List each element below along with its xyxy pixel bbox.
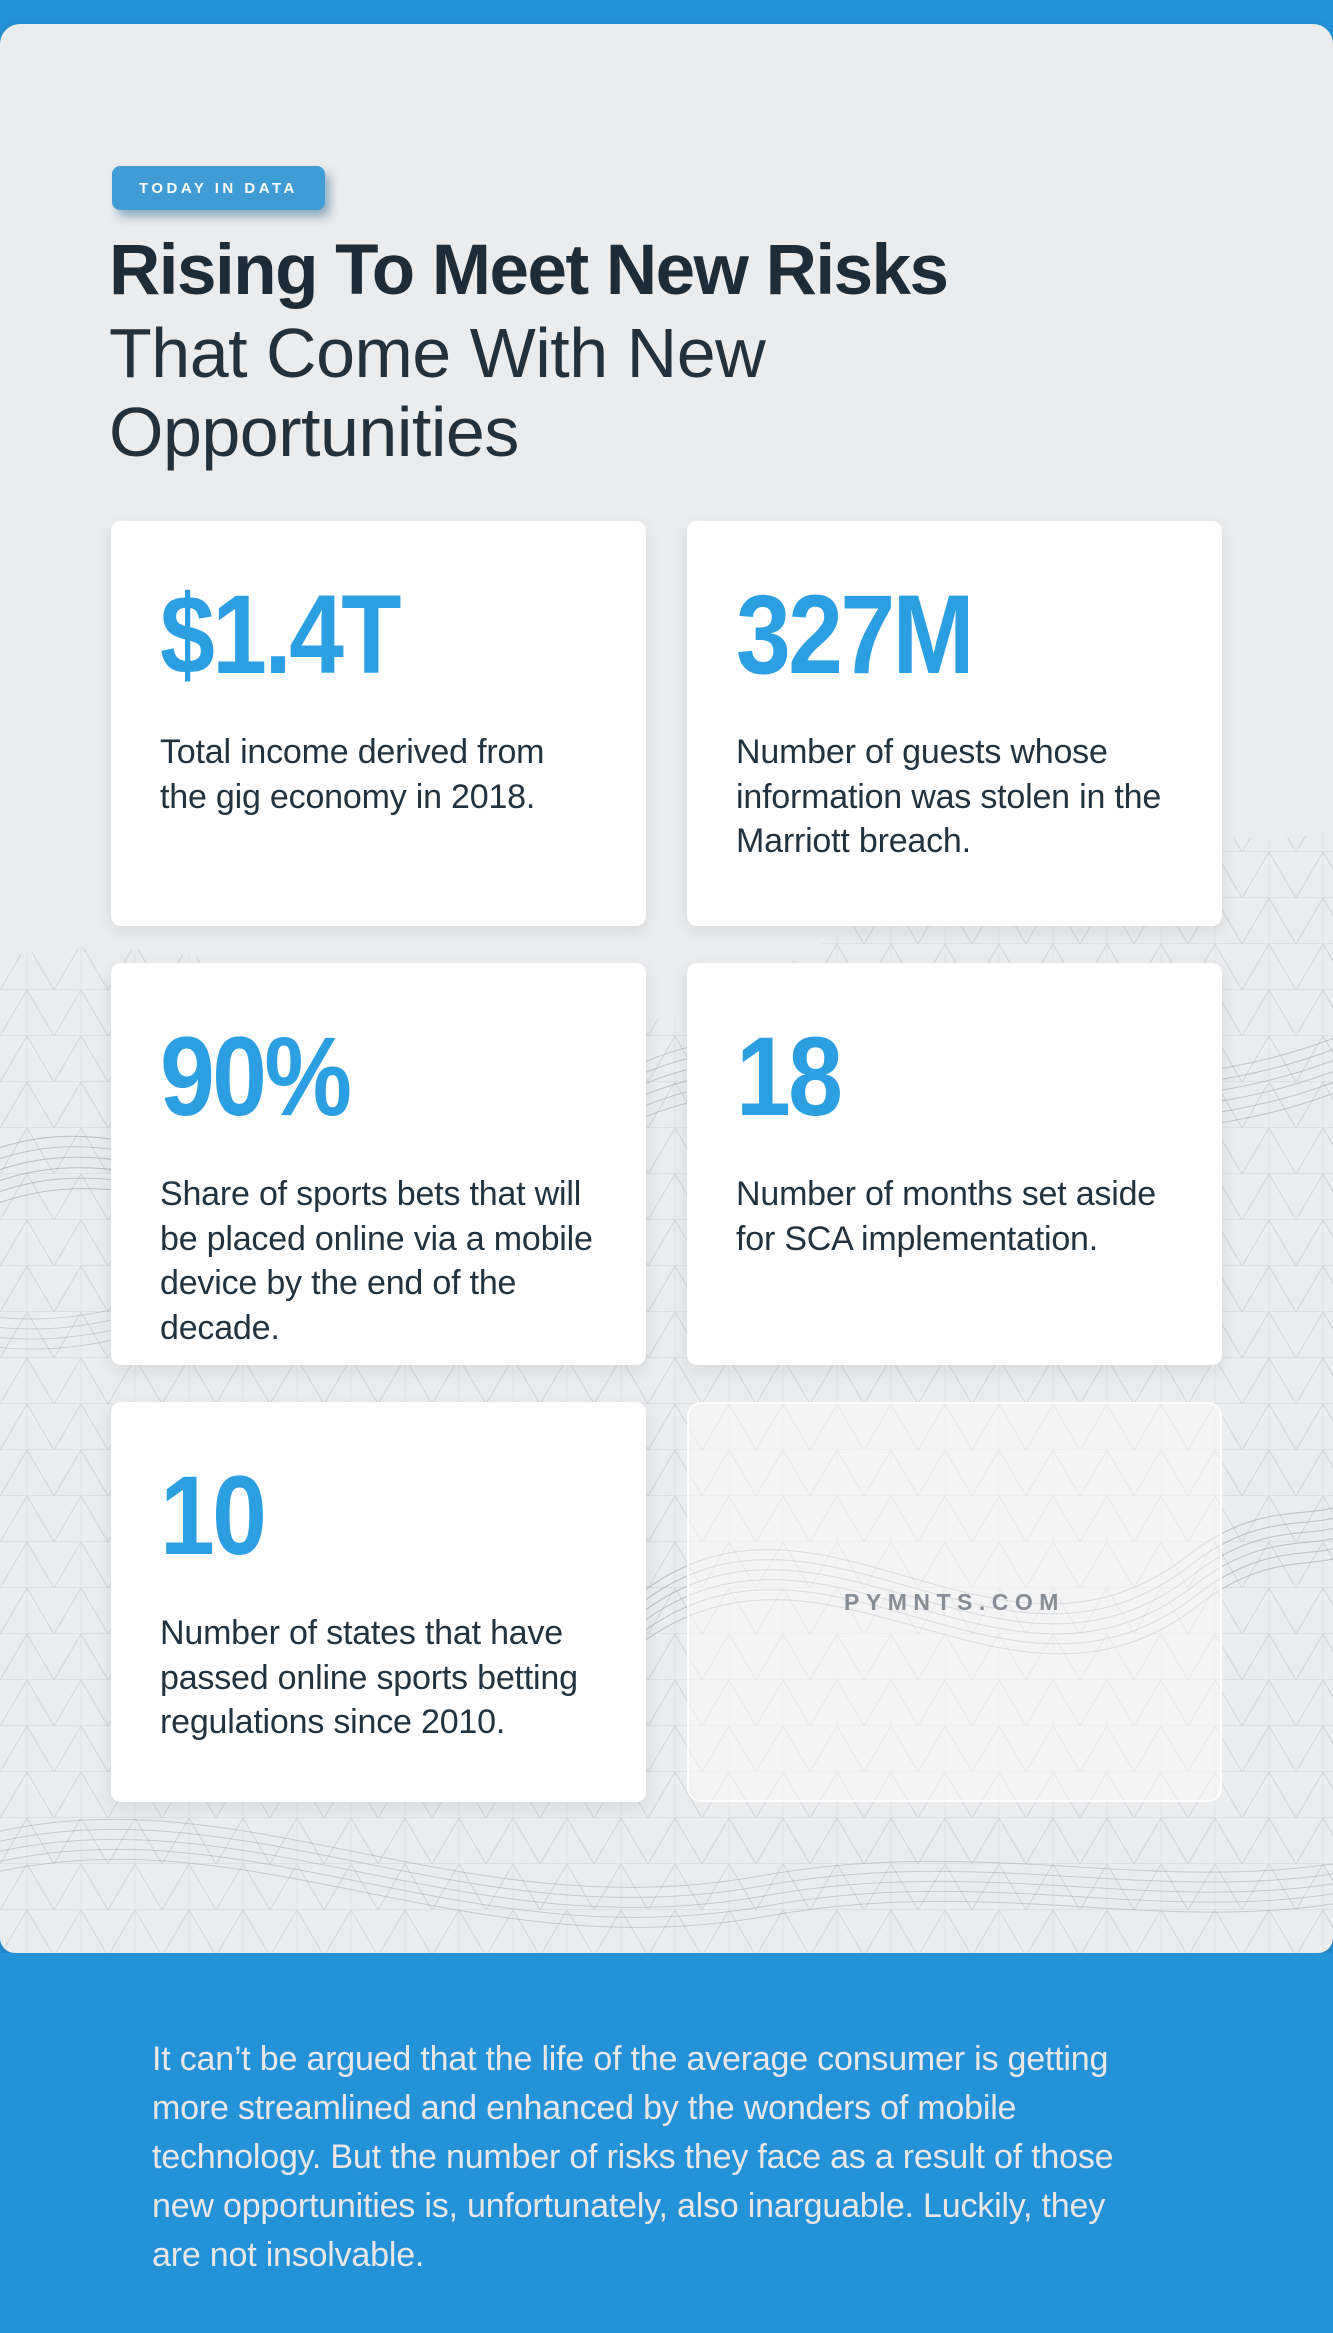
stat-description: Number of months set aside for SCA imple… [736, 1175, 1156, 1258]
stat-card-states-betting: 10 Number of states that have passed onl… [111, 1402, 646, 1802]
stats-grid: $1.4T Total income derived from the gig … [111, 521, 1222, 1802]
content-panel: TODAY IN DATA Rising To Meet New Risks T… [0, 24, 1333, 1953]
stat-description: Total income derived from the gig econom… [160, 733, 545, 816]
stat-description: Number of guests whose information was s… [736, 733, 1162, 861]
stat-value: 90% [160, 1014, 352, 1139]
page-header: Rising To Meet New Risks That Come With … [109, 231, 949, 472]
stat-description: Number of states that have passed online… [160, 1614, 578, 1742]
watermark-panel: PYMNTS.COM [687, 1402, 1222, 1802]
stat-card-mobile-sports-bets: 90% Share of sports bets that will be pl… [111, 963, 646, 1365]
mesh-wave-bundle-watermark [639, 1507, 1333, 1655]
stat-value: $1.4T [160, 572, 401, 697]
footer-text: It can’t be argued that the life of the … [152, 2040, 1114, 2274]
page-title-bold: Rising To Meet New Risks [109, 231, 949, 310]
today-in-data-badge: TODAY IN DATA [112, 166, 325, 210]
stat-card-gig-economy: $1.4T Total income derived from the gig … [111, 521, 646, 926]
stat-card-marriott-breach: 327M Number of guests whose information … [687, 521, 1222, 926]
page-title-light: That Come With New Opportunities [109, 314, 766, 471]
stat-value: 10 [160, 1453, 267, 1578]
stat-value: 327M [736, 572, 975, 697]
mesh-wave-bundle-bottom [0, 1818, 1333, 1928]
stat-card-sca-months: 18 Number of months set aside for SCA im… [687, 963, 1222, 1365]
stat-description: Share of sports bets that will be placed… [160, 1175, 593, 1347]
watermark-text: PYMNTS.COM [844, 1588, 1065, 1615]
footer: It can’t be argued that the life of the … [0, 1953, 1333, 2333]
stat-value: 18 [736, 1014, 843, 1139]
